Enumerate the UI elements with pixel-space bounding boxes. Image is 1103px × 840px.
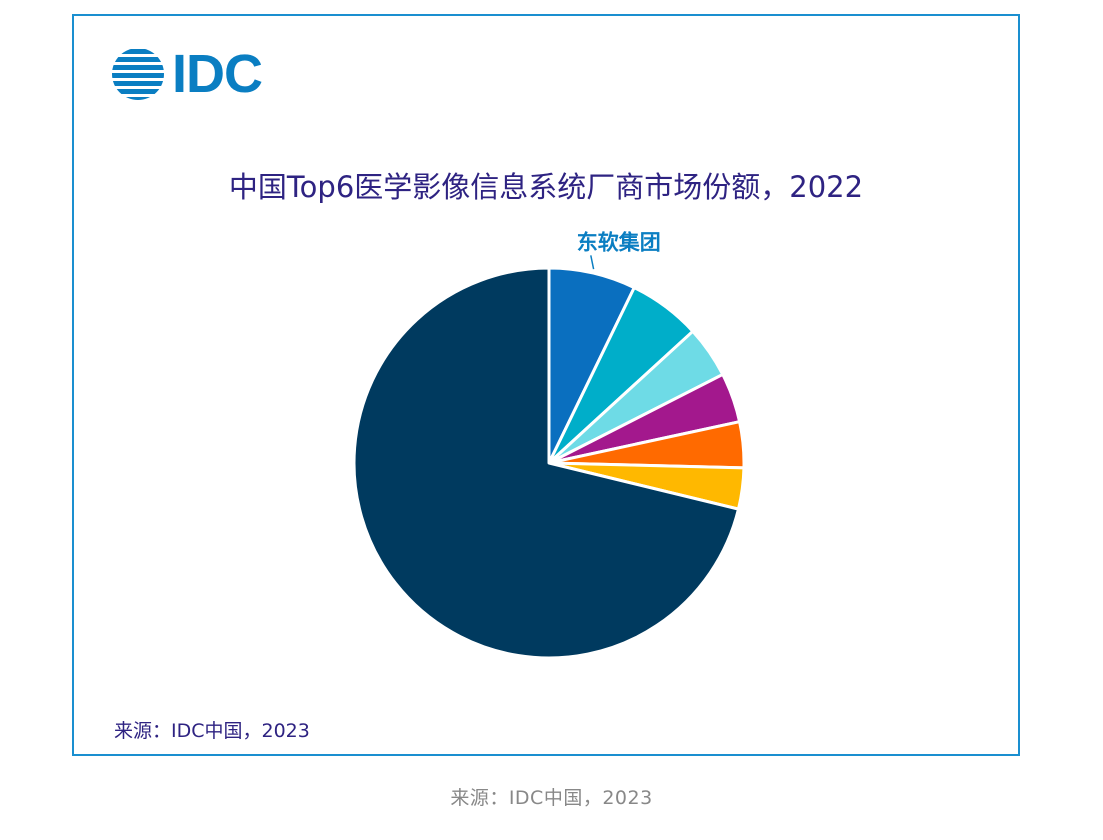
slice-label: 东软集团 (577, 230, 661, 254)
source-note: 来源：IDC中国，2023 (114, 720, 310, 742)
idc-globe-icon (112, 49, 164, 100)
image-caption: 来源：IDC中国，2023 (450, 787, 653, 809)
pie-slices (352, 266, 746, 660)
slice-leader-line (590, 255, 595, 270)
pie-labels: 东软集团 (577, 230, 661, 270)
chart-title: 中国Top6医学影像信息系统厂商市场份额，2022 (228, 170, 864, 204)
pie-slice-7 (352, 266, 740, 660)
idc-logo-text: IDC (172, 44, 263, 104)
idc-logo: IDC (110, 44, 300, 104)
